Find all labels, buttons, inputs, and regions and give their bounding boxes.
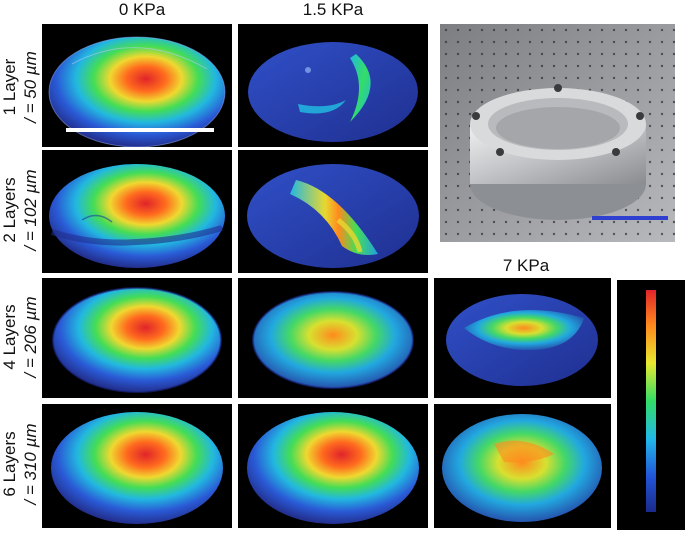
column-header-0kpa: 0 KPa: [118, 0, 166, 19]
thickness-label: / = 310 µm: [21, 423, 40, 505]
panel-4layers-7kpa: [434, 278, 611, 398]
panel-4layers-0kpa: [42, 278, 232, 398]
scale-bar-blue: [592, 216, 668, 220]
column-header-1-5kpa: 1.5 KPa: [302, 0, 364, 19]
panel-2layers-1-5kpa: [238, 150, 428, 273]
panel-6layers-0kpa: [42, 404, 232, 528]
thickness-label: / = 50 µm: [21, 51, 40, 123]
thickness-label: / = 206 µm: [21, 296, 40, 378]
layer-count-label: 4 Layers: [0, 304, 19, 370]
panel-6layers-7kpa: [434, 404, 611, 528]
column-header-7kpa: 7 KPa: [502, 256, 550, 275]
layer-count-label: 6 Layers: [0, 431, 19, 497]
pressure-chamber-photo: [440, 24, 675, 242]
thickness-label: / = 102 µm: [21, 169, 40, 251]
panel-6layers-1-5kpa: [238, 404, 428, 528]
panel-1layer-0kpa: [42, 24, 232, 147]
layer-count-label: 2 Layers: [0, 177, 19, 243]
panel-2layers-0kpa: [42, 150, 232, 273]
colorbar: [617, 280, 685, 530]
scale-bar-white: [66, 128, 214, 132]
layer-count-label: 1 Layer: [0, 58, 19, 116]
panel-1layer-1-5kpa: [238, 24, 428, 147]
panel-4layers-1-5kpa: [238, 278, 428, 398]
